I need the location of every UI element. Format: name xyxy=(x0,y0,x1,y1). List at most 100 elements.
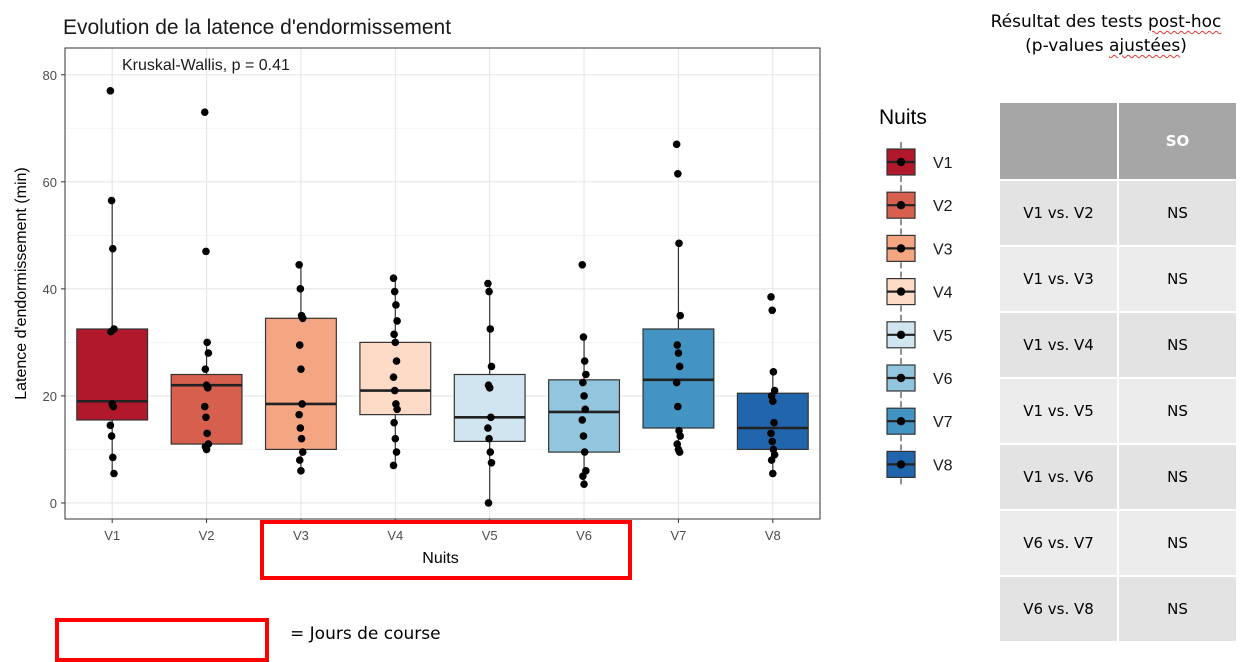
box-v8 xyxy=(736,293,809,478)
data-point xyxy=(487,413,495,422)
data-point xyxy=(486,448,495,456)
data-point xyxy=(770,418,778,427)
data-point xyxy=(580,357,589,365)
data-point xyxy=(298,448,307,456)
data-point xyxy=(392,301,400,309)
data-point xyxy=(296,424,305,432)
x-tick-label: V7 xyxy=(670,528,686,543)
data-point xyxy=(486,325,495,333)
y-tick-label: 80 xyxy=(43,68,57,83)
legend-key-point xyxy=(896,157,906,167)
kruskal-wallis-annotation: Kruskal-Wallis, p = 0.41 xyxy=(122,57,290,74)
data-point xyxy=(390,287,399,296)
data-point xyxy=(106,87,115,95)
legend-item-v3: V3 xyxy=(886,228,953,269)
data-point xyxy=(392,357,401,365)
data-point xyxy=(391,434,400,443)
plot-panel xyxy=(65,48,820,519)
data-point xyxy=(580,448,589,456)
jours-de-course-highlight xyxy=(260,520,632,580)
table-header-so: SO xyxy=(1119,103,1236,179)
data-point xyxy=(295,341,304,349)
comparison-cell: V1 vs. V4 xyxy=(1000,313,1117,377)
table-row: V1 vs. V2 NS xyxy=(1000,181,1236,245)
y-tick-label: 60 xyxy=(43,175,57,190)
x-tick-label: V6 xyxy=(576,528,592,543)
result-cell: NS xyxy=(1119,247,1236,311)
y-tick-label: 40 xyxy=(43,282,57,297)
y-tick-label: 0 xyxy=(50,496,57,511)
table-row: V1 vs. V4 NS xyxy=(1000,313,1236,377)
data-point xyxy=(767,429,775,438)
legend-label: V3 xyxy=(933,241,953,258)
data-point xyxy=(579,472,587,480)
data-point xyxy=(487,459,496,467)
result-cell: NS xyxy=(1119,577,1236,641)
legend-label: V4 xyxy=(933,285,953,302)
result-cell: NS xyxy=(1119,445,1236,509)
comparison-cell: V1 vs. V5 xyxy=(1000,379,1117,443)
data-point xyxy=(107,432,116,440)
legend-label: V5 xyxy=(933,328,953,345)
box-iqr xyxy=(548,379,621,453)
x-axis-title: Nuits xyxy=(422,550,458,567)
data-point xyxy=(768,437,777,446)
box-v5 xyxy=(453,279,526,507)
data-point xyxy=(203,429,211,438)
data-point xyxy=(578,416,587,424)
box-v4 xyxy=(359,274,432,470)
data-point xyxy=(107,327,115,336)
data-point xyxy=(582,370,590,379)
table-row: V6 vs. V7 NS xyxy=(1000,511,1236,575)
data-point xyxy=(201,365,210,373)
legend-key-point xyxy=(896,460,906,469)
y-axis-title: Latence d'endormissement (min) xyxy=(13,167,30,400)
data-point xyxy=(769,469,777,478)
data-point xyxy=(484,499,493,507)
data-point xyxy=(296,285,305,293)
data-point xyxy=(393,317,401,325)
plot-border xyxy=(64,47,821,520)
data-point xyxy=(295,456,304,464)
x-tick-label: V1 xyxy=(104,528,120,543)
data-point xyxy=(579,432,588,440)
data-point xyxy=(769,368,778,376)
result-cell: NS xyxy=(1119,181,1236,245)
x-tick-label: V3 xyxy=(293,528,309,543)
data-point xyxy=(297,434,306,443)
data-point xyxy=(389,274,398,282)
data-point xyxy=(204,349,213,357)
data-point xyxy=(109,402,118,411)
data-point xyxy=(202,445,211,454)
data-point xyxy=(676,311,685,320)
posthoc-table-title: Résultat des tests post-hoc (p-values aj… xyxy=(990,12,1222,56)
table-row: V1 vs. V3 NS xyxy=(1000,247,1236,311)
table-row: V1 vs. V5 NS xyxy=(1000,379,1236,443)
data-point xyxy=(298,400,306,408)
box-v2 xyxy=(170,108,243,454)
legend-item-v1: V1 xyxy=(886,142,953,182)
data-point xyxy=(767,456,776,464)
posthoc-table: SO V1 vs. V2 NS V1 vs. V3 NS V1 vs. V4 NS V… xyxy=(998,101,1238,643)
result-cell: NS xyxy=(1119,313,1236,377)
legend-item-v4: V4 xyxy=(886,271,953,312)
legend-key-point xyxy=(896,244,906,253)
data-point xyxy=(579,378,587,387)
legend-label: V6 xyxy=(933,371,953,388)
table-header-row: SO xyxy=(1000,103,1236,179)
data-point xyxy=(200,108,209,117)
x-tick-label: V8 xyxy=(765,528,781,543)
x-tick-label: V2 xyxy=(199,528,215,543)
y-tick-label: 20 xyxy=(43,389,57,404)
data-point xyxy=(674,349,683,357)
data-point xyxy=(106,421,115,430)
legend-key-point xyxy=(896,330,906,339)
data-point xyxy=(202,247,210,256)
highlight-legend-text: = Jours de course xyxy=(290,624,441,644)
data-point xyxy=(485,287,493,296)
data-point xyxy=(390,386,399,395)
chart-title: Evolution de la latence d'endormissement xyxy=(63,16,451,39)
data-point xyxy=(676,432,685,440)
data-point xyxy=(672,140,681,149)
